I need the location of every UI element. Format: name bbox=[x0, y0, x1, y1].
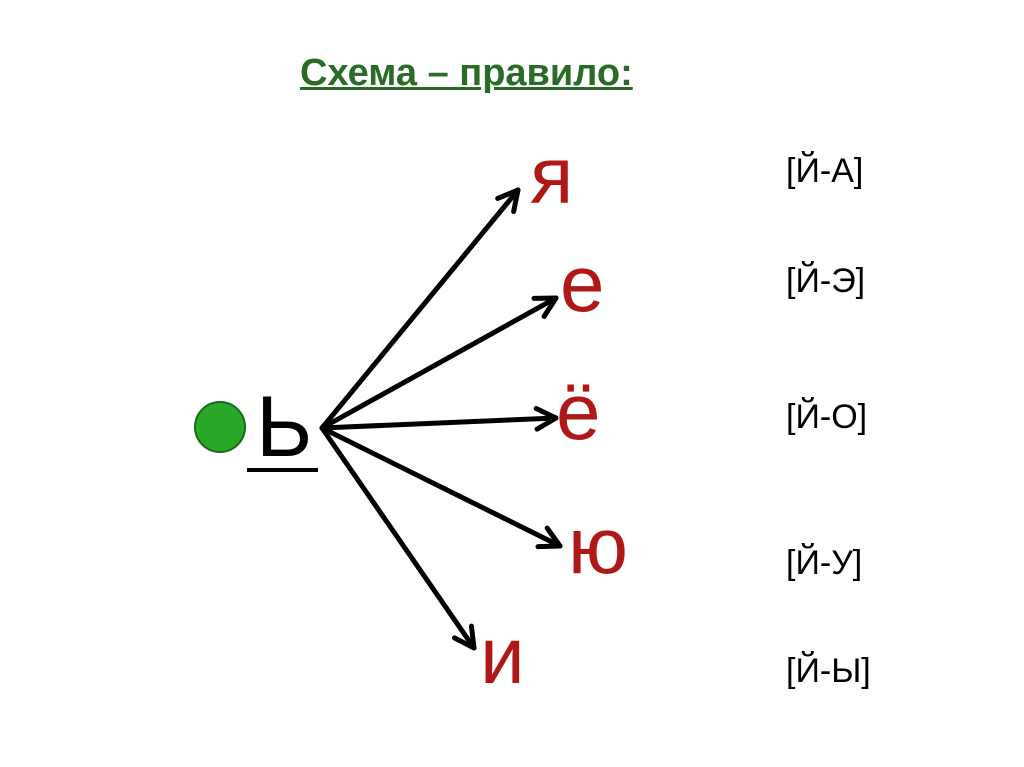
phonetic-yo: [Й-О] bbox=[786, 398, 867, 437]
target-e: е bbox=[560, 238, 605, 330]
diagram-canvas: { "title": { "text": "Схема – правило:",… bbox=[0, 0, 1024, 767]
target-yu: ю bbox=[568, 500, 628, 592]
origin-dot bbox=[194, 401, 246, 453]
phonetic-y: [Й-Ы] bbox=[786, 652, 871, 691]
phonetic-yu: [Й-У] bbox=[786, 544, 862, 583]
target-yo: ё bbox=[556, 366, 601, 458]
origin-letter: Ь bbox=[256, 378, 312, 477]
target-i: и bbox=[480, 610, 525, 702]
phonetic-e: [Й-Э] bbox=[786, 262, 865, 301]
phonetic-ya: [Й-А] bbox=[786, 152, 863, 191]
target-ya: я bbox=[530, 130, 573, 222]
origin-underline bbox=[247, 468, 318, 472]
diagram-title: Схема – правило: bbox=[300, 52, 633, 95]
